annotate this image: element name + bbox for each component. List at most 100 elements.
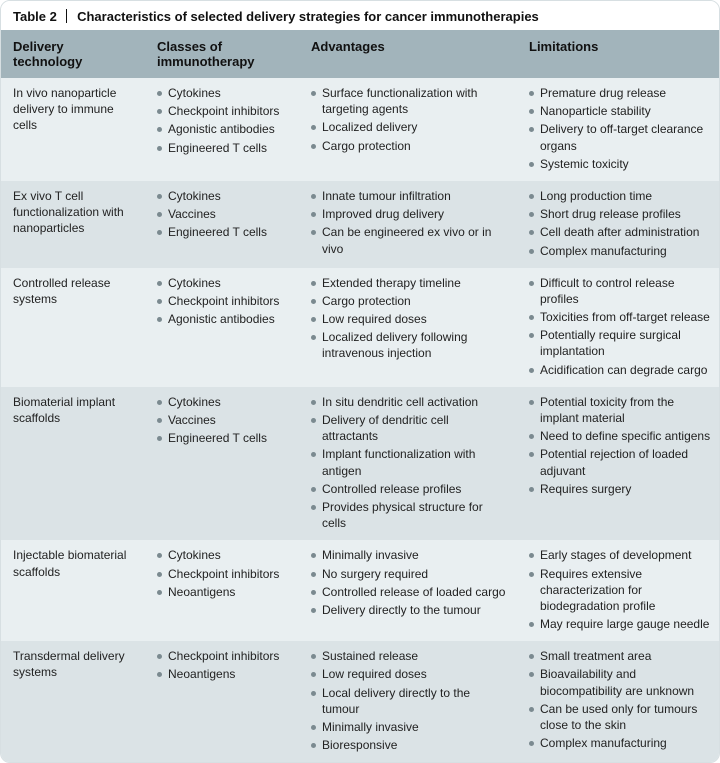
list-item: Cytokines [157, 85, 289, 101]
list-item: Short drug release profiles [529, 206, 711, 222]
delivery-technology-cell: Ex vivo T cell functionalization with na… [1, 181, 145, 268]
col-header: Delivery technology [1, 30, 145, 78]
list-item: Innate tumour infiltration [311, 188, 507, 204]
limitations-cell: Long production timeShort drug release p… [517, 181, 720, 268]
list-item: Complex manufacturing [529, 243, 711, 259]
list-item: Engineered T cells [157, 224, 289, 240]
list-item: Potential rejection of loaded adjuvant [529, 446, 711, 478]
list-item: Neoantigens [157, 666, 289, 682]
table-row: In vivo nanoparticle delivery to immune … [1, 78, 720, 181]
table-row: Transdermal delivery systemsCheckpoint i… [1, 641, 720, 762]
list-item: Difficult to control release profiles [529, 275, 711, 307]
list-item: Agonistic antibodies [157, 311, 289, 327]
table-container: Table 2 Characteristics of selected deli… [0, 0, 720, 763]
bullet-list: Early stages of developmentRequires exte… [529, 547, 711, 632]
list-item: Low required doses [311, 666, 507, 682]
table-caption: Table 2 Characteristics of selected deli… [1, 1, 719, 30]
bullet-list: CytokinesVaccinesEngineered T cells [157, 188, 289, 241]
advantages-cell: In situ dendritic cell activation Deliver… [299, 387, 517, 541]
delivery-technology-cell: In vivo nanoparticle delivery to immune … [1, 78, 145, 181]
table-header-row: Delivery technology Classes of immunothe… [1, 30, 720, 78]
limitations-cell: Early stages of developmentRequires exte… [517, 540, 720, 641]
list-item: Bioavailability and biocompatibility are… [529, 666, 711, 698]
list-item: Agonistic antibodies [157, 121, 289, 137]
list-item: Cargo protection [311, 293, 507, 309]
list-item: Checkpoint inhibitors [157, 648, 289, 664]
advantages-cell: Minimally invasive No surgery required Con… [299, 540, 517, 641]
list-item: Cytokines [157, 394, 289, 410]
list-item: Cytokines [157, 188, 289, 204]
list-item: Minimally invasive [311, 547, 507, 563]
list-item: Cytokines [157, 547, 289, 563]
list-item: Engineered T cells [157, 430, 289, 446]
bullet-list: Innate tumour infiltration Improved drug … [311, 188, 507, 257]
list-item: Toxicities from off-target release [529, 309, 711, 325]
list-item: Checkpoint inhibitors [157, 103, 289, 119]
table-row: Controlled release systemsCytokinesCheck… [1, 268, 720, 387]
list-item: Cell death after administration [529, 224, 711, 240]
classes-cell: Checkpoint inhibitors Neoantigens [145, 641, 299, 762]
list-item: Delivery of dendritic cell attractants [311, 412, 507, 444]
table-row: Injectable biomaterial scaffoldsCytokine… [1, 540, 720, 641]
list-item: Need to define specific antigens [529, 428, 711, 444]
list-item: Acidification can degrade cargo [529, 362, 711, 378]
list-item: Sustained release [311, 648, 507, 664]
list-item: Localized delivery following intravenous… [311, 329, 507, 361]
list-item: Localized delivery [311, 119, 507, 135]
bullet-list: Extended therapy timelineCargo protectio… [311, 275, 507, 362]
caption-prefix: Table 2 [13, 9, 57, 24]
list-item: Bioresponsive [311, 737, 507, 753]
limitations-cell: Premature drug releaseNanoparticle stabi… [517, 78, 720, 181]
list-item: May require large gauge needle [529, 616, 711, 632]
col-header: Limitations [517, 30, 720, 78]
col-header: Advantages [299, 30, 517, 78]
list-item: Local delivery directly to the tumour [311, 685, 507, 717]
list-item: Systemic toxicity [529, 156, 711, 172]
limitations-cell: Difficult to control release profiles Tox… [517, 268, 720, 387]
col-header: Classes of immunotherapy [145, 30, 299, 78]
list-item: Checkpoint inhibitors [157, 566, 289, 582]
limitations-cell: Potential toxicity from the implant mate… [517, 387, 720, 541]
bullet-list: Cytokines Checkpoint inhibitors Agonistic … [157, 85, 289, 156]
list-item: Can be used only for tumours close to th… [529, 701, 711, 733]
bullet-list: Premature drug releaseNanoparticle stabi… [529, 85, 711, 172]
list-item: Potential toxicity from the implant mate… [529, 394, 711, 426]
list-item: Controlled release profiles [311, 481, 507, 497]
list-item: Provides physical structure for cells [311, 499, 507, 531]
list-item: Low required doses [311, 311, 507, 327]
classes-cell: Cytokines Vaccines Engineered T cells [145, 387, 299, 541]
list-item: Neoantigens [157, 584, 289, 600]
classes-cell: CytokinesCheckpoint inhibitorsAgonistic … [145, 268, 299, 387]
bullet-list: Minimally invasive No surgery required Con… [311, 547, 507, 618]
list-item: Complex manufacturing [529, 735, 711, 751]
table-row: Ex vivo T cell functionalization with na… [1, 181, 720, 268]
list-item: Requires surgery [529, 481, 711, 497]
list-item: In situ dendritic cell activation [311, 394, 507, 410]
list-item: Improved drug delivery [311, 206, 507, 222]
list-item: Controlled release of loaded cargo [311, 584, 507, 600]
advantages-cell: Sustained release Low required doses Local… [299, 641, 517, 762]
delivery-strategies-table: Delivery technology Classes of immunothe… [1, 30, 720, 762]
bullet-list: Small treatment areaBioavailability and … [529, 648, 711, 751]
table-body: In vivo nanoparticle delivery to immune … [1, 78, 720, 762]
bullet-list: Checkpoint inhibitors Neoantigens [157, 648, 289, 682]
list-item: Premature drug release [529, 85, 711, 101]
classes-cell: Cytokines Checkpoint inhibitors Agonistic … [145, 78, 299, 181]
list-item: No surgery required [311, 566, 507, 582]
bullet-list: Cytokines Vaccines Engineered T cells [157, 394, 289, 447]
classes-cell: Cytokines Checkpoint inhibitors Neoantigen… [145, 540, 299, 641]
bullet-list: Potential toxicity from the implant mate… [529, 394, 711, 497]
table-row: Biomaterial implant scaffoldsCytokinesVa… [1, 387, 720, 541]
list-item: Surface functionalization with targeting… [311, 85, 507, 117]
list-item: Can be engineered ex vivo or in vivo [311, 224, 507, 256]
caption-title: Characteristics of selected delivery str… [77, 9, 539, 24]
bullet-list: Cytokines Checkpoint inhibitors Neoantigen… [157, 547, 289, 600]
list-item: Vaccines [157, 412, 289, 428]
list-item: Minimally invasive [311, 719, 507, 735]
advantages-cell: Surface functionalization with targeting… [299, 78, 517, 181]
list-item: Checkpoint inhibitors [157, 293, 289, 309]
bullet-list: CytokinesCheckpoint inhibitorsAgonistic … [157, 275, 289, 328]
list-item: Engineered T cells [157, 140, 289, 156]
caption-separator [66, 9, 67, 23]
bullet-list: In situ dendritic cell activation Deliver… [311, 394, 507, 532]
